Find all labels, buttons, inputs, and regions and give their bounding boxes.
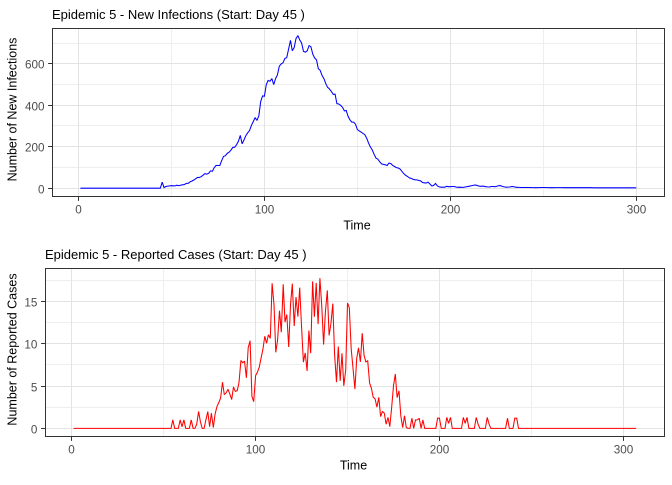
svg-text:100: 100 [246, 444, 266, 457]
svg-text:Time: Time [343, 219, 370, 233]
svg-text:0: 0 [38, 183, 45, 196]
svg-text:Number of Reported Cases: Number of Reported Cases [6, 273, 20, 425]
svg-text:300: 300 [627, 204, 647, 217]
svg-text:200: 200 [441, 204, 461, 217]
svg-text:200: 200 [25, 141, 45, 154]
svg-text:Number of New Infections: Number of New Infections [6, 38, 20, 182]
svg-text:Epidemic 5 - Reported Cases (S: Epidemic 5 - Reported Cases (Start: Day … [45, 247, 307, 262]
svg-text:5: 5 [31, 381, 38, 394]
svg-text:0: 0 [75, 204, 82, 217]
svg-text:300: 300 [614, 444, 634, 457]
svg-text:0: 0 [68, 444, 75, 457]
svg-text:15: 15 [24, 296, 38, 309]
svg-text:100: 100 [255, 204, 275, 217]
svg-text:400: 400 [25, 100, 45, 113]
svg-text:Time: Time [340, 459, 367, 473]
svg-text:10: 10 [24, 338, 38, 351]
svg-text:Epidemic 5 - New Infections (S: Epidemic 5 - New Infections (Start: Day … [52, 7, 305, 22]
svg-text:200: 200 [430, 444, 450, 457]
svg-text:600: 600 [25, 58, 45, 71]
svg-text:0: 0 [31, 423, 38, 436]
